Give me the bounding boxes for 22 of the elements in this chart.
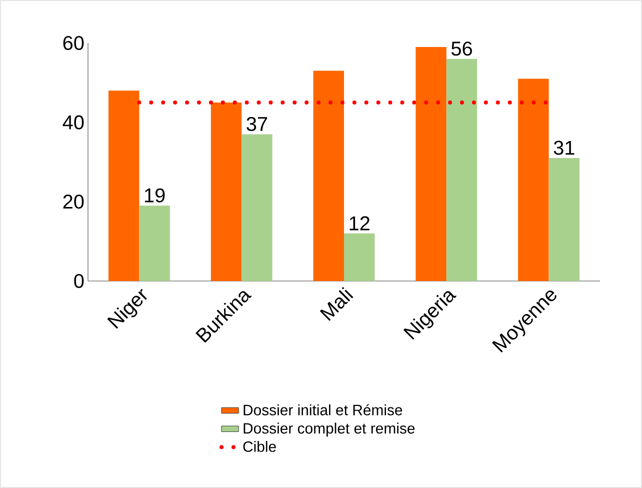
data-label: 56	[451, 42, 472, 56]
bar	[210, 102, 242, 281]
y-tick-label: 0	[74, 274, 84, 288]
bar	[518, 78, 549, 281]
legend-label: Dossier complet et remise	[244, 422, 415, 437]
bar	[548, 158, 580, 281]
bar	[313, 70, 344, 281]
data-label: 12	[350, 216, 370, 230]
data-label: 19	[144, 188, 165, 202]
y-tick-label: 40	[62, 115, 84, 130]
y-tick-label: 20	[63, 194, 84, 209]
bar	[139, 206, 170, 281]
y-tick-label: 60	[63, 36, 84, 50]
bar	[446, 58, 478, 281]
bar	[416, 46, 446, 281]
data-label: 37	[246, 116, 268, 132]
data-label: 31	[554, 140, 574, 155]
bar	[108, 90, 140, 281]
legend-label: Cible	[243, 440, 276, 452]
legend-label: Dossier initial et Rémise	[244, 404, 402, 416]
bar	[344, 233, 375, 281]
bar	[242, 134, 272, 281]
